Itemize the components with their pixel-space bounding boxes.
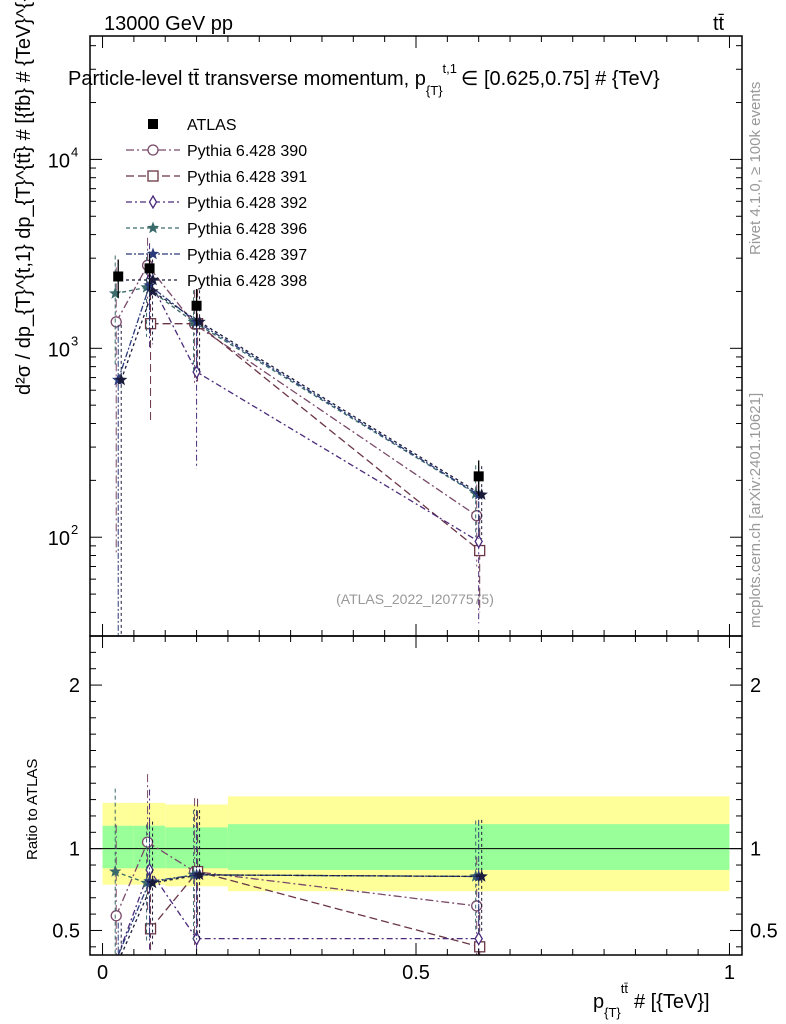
- legend-entry-atlas: ATLAS: [148, 117, 237, 134]
- legend-label: Pythia 6.428 391: [187, 169, 307, 186]
- y-tick-exp: 4: [71, 144, 78, 159]
- ratio-point: [109, 865, 122, 877]
- ratio-point: [193, 868, 206, 881]
- data-point: [144, 318, 157, 330]
- ratio-series-pythia-6.428-398: [120, 810, 488, 956]
- ratio-tick-label-right: 1: [750, 839, 761, 861]
- x-axis-label-sub: {T}: [604, 1005, 621, 1020]
- plot-title-sub: {T}: [426, 83, 443, 98]
- legend-label: Pythia 6.428 397: [187, 247, 307, 264]
- data-point: [113, 271, 124, 282]
- x-axis-label-tail: # [{TeV}]: [634, 991, 710, 1013]
- legend-marker: [146, 247, 160, 260]
- y-tick-label: 10: [48, 528, 70, 550]
- ratio-tick-label-left: 1: [69, 839, 80, 861]
- ratio-line: [115, 841, 477, 916]
- legend-marker: [148, 119, 158, 129]
- legend-entry: Pythia 6.428 391: [126, 169, 307, 186]
- ratio-tick-label-right: 2: [750, 675, 761, 697]
- series-line: [117, 284, 480, 496]
- ratio-point: [141, 836, 154, 848]
- series-line: [115, 286, 477, 495]
- process-label: tt̄: [713, 13, 725, 35]
- data-point: [109, 287, 122, 299]
- legend-entry: Pythia 6.428 398: [126, 273, 307, 290]
- data-point: [110, 316, 122, 328]
- ratio-point: [110, 910, 122, 922]
- y-tick-label: 10: [48, 339, 70, 361]
- data-point: [144, 263, 155, 274]
- data-point: [473, 471, 484, 482]
- legend-label: Pythia 6.428 398: [187, 273, 307, 290]
- x-tick-label: 1: [724, 962, 735, 984]
- ratio-point: [146, 876, 159, 889]
- ratio-line: [120, 874, 482, 956]
- data-point: [140, 280, 153, 293]
- y-tick-exp: 2: [71, 522, 78, 537]
- plot-title: Particle-level tt̄ transverse momentum, …: [68, 61, 660, 98]
- series-pythia-6.428-397: [112, 255, 485, 636]
- legend-marker: [146, 273, 160, 286]
- ratio-point: [140, 876, 153, 889]
- legend-marker: [146, 221, 160, 234]
- analysis-id: (ATLAS_2022_I2077575): [336, 591, 494, 607]
- data-point: [474, 534, 483, 549]
- legend-entry: Pythia 6.428 392: [126, 194, 307, 212]
- x-tick-label: 0: [97, 962, 108, 984]
- ratio-point: [474, 931, 483, 946]
- ratio-frame: [89, 635, 743, 956]
- ratio-point: [471, 900, 483, 912]
- legend-marker: [148, 194, 158, 210]
- x-axis-label: p{T} tt̄ # [{TeV}]: [593, 981, 710, 1020]
- series-line: [150, 323, 481, 552]
- ratio-point: [143, 874, 156, 887]
- data-point: [474, 544, 486, 557]
- ratio-tick-label-right: 0.5: [750, 920, 778, 942]
- data-point: [193, 315, 206, 328]
- ratio-tick-label-left: 0.5: [52, 920, 80, 942]
- series-pythia-6.428-396: [109, 255, 482, 538]
- ratio-point: [144, 923, 157, 935]
- y-tick-label: 10: [48, 150, 70, 172]
- x-axis-label-sup: tt̄: [621, 981, 629, 996]
- legend-label: ATLAS: [187, 117, 237, 134]
- legend-label: Pythia 6.428 392: [187, 195, 307, 212]
- series-pythia-6.428-398: [115, 259, 488, 636]
- ratio-tick-label-left: 2: [69, 675, 80, 697]
- ratio-band-inner: [102, 825, 134, 869]
- legend-entry: Pythia 6.428 396: [126, 221, 307, 238]
- series-line: [115, 264, 478, 517]
- plot-title-sup: t,1: [443, 61, 457, 76]
- data-point: [475, 488, 488, 500]
- ratio-series-layer: [109, 774, 488, 956]
- ratio-line: [117, 868, 479, 956]
- data-point: [115, 373, 128, 386]
- legend-marker: [147, 144, 159, 156]
- data-point: [191, 300, 202, 311]
- series-line: [120, 290, 483, 496]
- mcplots-label: mcplots.cern.ch [arXiv:2401.10621]: [747, 393, 764, 628]
- ratio-point: [475, 870, 488, 882]
- y-tick-exp: 3: [71, 333, 78, 348]
- y-axis-label-main: d²σ / dp_{T}^{t,1} dp_{T}^{tt̄} # [{fb} …: [13, 0, 35, 395]
- y-axis-label-ratio: Ratio to ATLAS: [24, 759, 41, 860]
- x-tick-label: 0.5: [402, 962, 430, 984]
- x-axis-label-main: p: [593, 991, 604, 1013]
- data-point: [146, 284, 159, 297]
- main-series-layer: [109, 237, 488, 636]
- rivet-label: Rivet 4.1.0, ≥ 100k events: [747, 82, 764, 255]
- legend-label: Pythia 6.428 390: [187, 143, 307, 160]
- legend-entry: Pythia 6.428 390: [126, 143, 307, 160]
- legend: ATLAS Pythia 6.428 390 Pythia 6.428 391 Pyt…: [126, 117, 307, 290]
- energy-label: 13000 GeV pp: [104, 13, 233, 35]
- series-atlas: [113, 251, 484, 497]
- legend-label: Pythia 6.428 396: [187, 221, 307, 238]
- legend-entry: Pythia 6.428 397: [126, 247, 307, 264]
- plot-title-main: Particle-level tt̄ transverse momentum, …: [68, 68, 426, 90]
- legend-marker: [147, 170, 159, 182]
- plot-title-tail: ∈ [0.625,0.75] # {TeV}: [461, 68, 660, 90]
